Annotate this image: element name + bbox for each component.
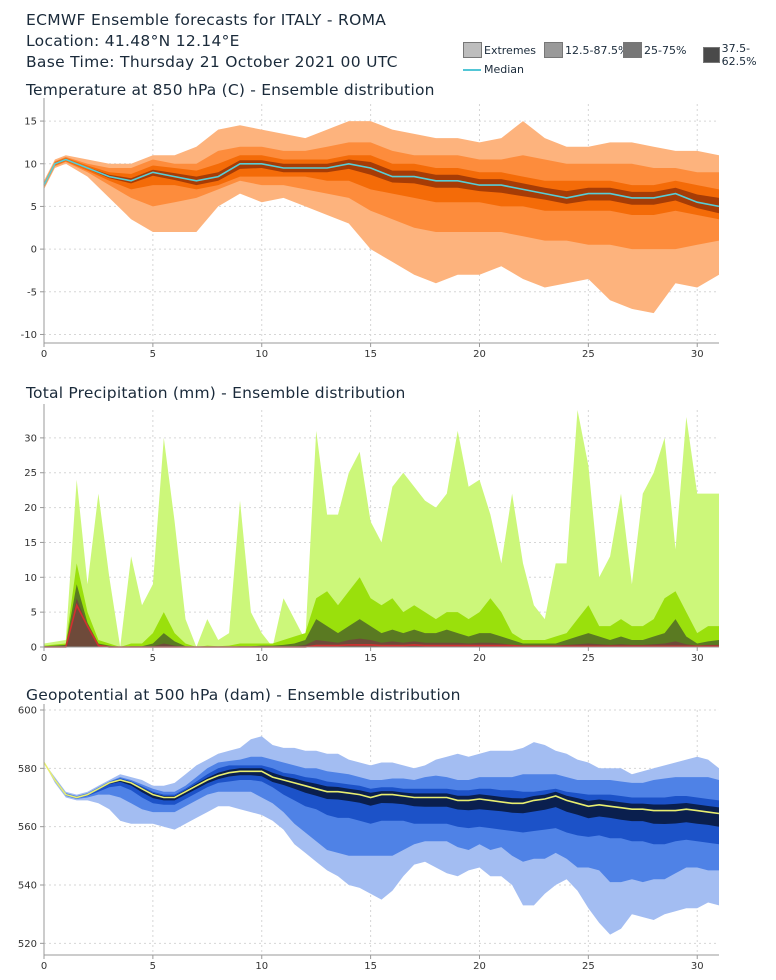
- precipitation-x-tick-label: 30: [691, 653, 704, 664]
- legend-swatch-extremes: [463, 42, 482, 58]
- temperature-chart-title: Temperature at 850 hPa (C) - Ensemble di…: [26, 81, 435, 99]
- geopotential-y-tick-label: 600: [18, 706, 37, 717]
- legend-extremes: Extremes: [463, 42, 536, 58]
- legend-p37: 37.5-62.5%: [703, 42, 776, 68]
- legend-label-median: Median: [484, 63, 525, 76]
- precipitation-x-tick-label: 25: [582, 653, 595, 664]
- temperature-x-tick-label: 5: [150, 349, 156, 360]
- temperature-chart: -10 -5 0 5 10 15 0 5 10 15 20 25 30: [21, 98, 720, 360]
- legend-median-line: [463, 68, 481, 71]
- temperature-y-tick-label: -5: [27, 287, 37, 298]
- geopotential-x-tick-label: 25: [582, 961, 595, 972]
- precipitation-y-tick-label: 30: [24, 433, 37, 444]
- header-line-1: ECMWF Ensemble forecasts for ITALY - ROM…: [26, 11, 387, 29]
- precipitation-y-tick-label: 5: [31, 608, 37, 619]
- precipitation-x-tick-label: 15: [364, 653, 377, 664]
- temperature-median-line: [43, 158, 720, 208]
- temperature-y-tick-label: 0: [31, 245, 37, 256]
- temperature-x-tick-label: 30: [691, 349, 704, 360]
- precipitation-y-tick-label: 15: [24, 538, 37, 549]
- geopotential-x-tick-label: 0: [41, 961, 47, 972]
- legend-p12: 12.5-87.5%: [544, 42, 628, 58]
- temperature-y-tick-label: 5: [31, 202, 37, 213]
- geopotential-x-tick-label: 15: [364, 961, 377, 972]
- precipitation-x-tick-label: 0: [41, 653, 47, 664]
- temperature-p25-75-band: [44, 155, 719, 220]
- precipitation-y-tick-label: 25: [24, 468, 37, 479]
- geopotential-y-tick-label: 540: [18, 881, 37, 892]
- temperature-y-tick-label: -10: [21, 330, 37, 341]
- geopotential-x-tick-label: 10: [255, 961, 268, 972]
- geopotential-x-tick-label: 30: [691, 961, 704, 972]
- precipitation-p25-75-band: [44, 584, 719, 647]
- geopotential-y-tick-label: 580: [18, 764, 37, 775]
- temperature-p37-62-band: [44, 158, 719, 214]
- legend-label-p12: 12.5-87.5%: [565, 43, 629, 57]
- legend-p25: 25-75%: [623, 42, 686, 58]
- geopotential-x-tick-label: 20: [473, 961, 486, 972]
- header-base-time: Base Time: Thursday 21 October 2021 00 U…: [26, 53, 398, 71]
- precipitation-x-tick-label: 5: [150, 653, 156, 664]
- precipitation-x-tick-label: 10: [255, 653, 268, 664]
- legend-label-p25: 25-75%: [644, 43, 687, 57]
- precipitation-p12-87-band: [44, 563, 719, 647]
- legend-label-p37: 37.5-62.5%: [721, 42, 757, 68]
- legend-median: Median: [463, 63, 524, 76]
- precipitation-chart: 0 5 10 15 20 25 30 0 5 10 15 20 25 30: [24, 404, 719, 664]
- geopotential-y-tick-label: 520: [18, 939, 37, 950]
- temperature-y-tick-label: 10: [24, 159, 37, 170]
- geopotential-x-tick-label: 5: [150, 961, 156, 972]
- temperature-x-tick-label: 20: [473, 349, 486, 360]
- temperature-x-tick-label: 0: [41, 349, 47, 360]
- precipitation-x-tick-label: 20: [473, 653, 486, 664]
- temperature-x-tick-label: 10: [255, 349, 268, 360]
- legend-swatch-p37: [703, 47, 720, 63]
- geopotential-p25-75-band: [44, 762, 719, 845]
- precipitation-y-tick-label: 20: [24, 503, 37, 514]
- legend-label-extremes: Extremes: [484, 43, 537, 57]
- geopotential-y-tick-label: 560: [18, 822, 37, 833]
- legend-swatch-p25: [623, 42, 642, 58]
- geopotential-chart: 520 540 560 580 600 0 5 10 15 20 25 30: [18, 704, 720, 972]
- geopotential-median-line: [43, 762, 720, 815]
- legend-swatch-p12: [544, 42, 563, 58]
- temperature-x-tick-label: 15: [364, 349, 377, 360]
- precipitation-chart-title: Total Precipitation (mm) - Ensemble dist…: [26, 384, 406, 402]
- precipitation-y-tick-label: 0: [31, 643, 37, 654]
- temperature-y-tick-label: 15: [24, 117, 37, 128]
- temperature-x-tick-label: 25: [582, 349, 595, 360]
- geopotential-chart-title: Geopotential at 500 hPa (dam) - Ensemble…: [26, 686, 461, 704]
- precipitation-y-tick-label: 10: [24, 573, 37, 584]
- header-location: Location: 41.48°N 12.14°E: [26, 32, 240, 50]
